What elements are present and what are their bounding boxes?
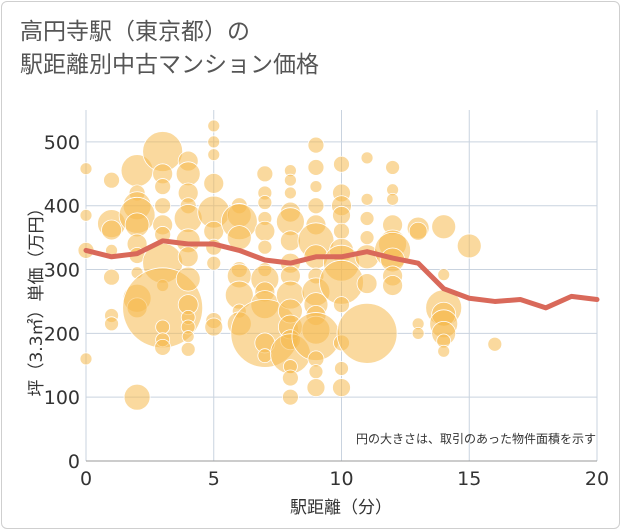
bubble-point xyxy=(360,192,374,206)
bubble-point xyxy=(437,268,451,282)
x-tick-label: 10 xyxy=(329,468,353,490)
bubble-point xyxy=(431,214,457,240)
chart-title-line-2: 駅距離別中古マンション価格 xyxy=(20,52,319,78)
bubble-point xyxy=(257,348,273,364)
bubble-point xyxy=(336,302,398,364)
bubble-point xyxy=(207,135,221,149)
bubble-point xyxy=(281,388,299,406)
bubble-point xyxy=(203,220,225,242)
bubble-point xyxy=(206,255,222,271)
bubble-point xyxy=(154,178,172,195)
y-tick-label: 300 xyxy=(44,260,80,282)
chart-title-line-1: 高円寺駅（東京都）の xyxy=(20,19,250,45)
bubble-point xyxy=(257,239,273,255)
bubble-point xyxy=(334,361,349,376)
bubble-point xyxy=(307,197,325,215)
x-tick-label: 0 xyxy=(80,468,92,490)
x-tick-label: 15 xyxy=(457,468,481,490)
bubble-point xyxy=(382,275,404,296)
bubble-point xyxy=(306,378,326,398)
bubble-point xyxy=(333,296,350,314)
bubble-point xyxy=(207,148,221,162)
bubble-point xyxy=(279,230,301,252)
bubble-point xyxy=(154,197,172,215)
bubble-point xyxy=(359,211,375,226)
bubble-point xyxy=(180,341,196,357)
bubble-point xyxy=(104,316,119,332)
bubble-point xyxy=(308,364,324,380)
bubble-point xyxy=(281,369,299,387)
bubble-point xyxy=(207,119,221,133)
average-line-series xyxy=(83,238,600,311)
bubble-point xyxy=(79,208,93,222)
y-tick-label: 500 xyxy=(44,132,80,154)
y-tick-label: 200 xyxy=(44,323,80,345)
bubble-point xyxy=(332,378,351,398)
bubble-point xyxy=(283,173,297,187)
bubble-point xyxy=(79,352,93,366)
bubble-point xyxy=(177,246,199,268)
axes: 0 100 200 300 400 500 0 5 10 15 20 xyxy=(44,132,609,490)
bubble-point xyxy=(307,159,325,176)
bubble-point xyxy=(154,339,172,356)
bubble-point xyxy=(437,344,451,358)
bubble-point xyxy=(204,317,224,337)
bubble-point xyxy=(356,273,378,294)
bubble-point xyxy=(175,161,201,187)
average-price-line xyxy=(83,238,600,311)
bubble-point xyxy=(360,151,374,165)
bubble-series xyxy=(77,119,503,411)
bubble-point xyxy=(385,160,401,175)
y-axis-label: 坪（3.3㎡）単価（万円） xyxy=(27,199,47,396)
x-axis-label: 駅距離（分） xyxy=(290,498,392,518)
bubble-point xyxy=(124,212,150,238)
bubble-point xyxy=(103,171,120,189)
bubble-point xyxy=(203,172,225,194)
bubble-point xyxy=(359,230,375,246)
x-tick-label: 5 xyxy=(208,468,220,490)
bubble-point xyxy=(257,195,273,210)
bubble-point xyxy=(333,222,350,240)
bubble-point xyxy=(254,220,276,242)
bubble-point xyxy=(103,268,120,286)
bubble-point xyxy=(307,136,325,154)
bubble-point xyxy=(175,266,201,292)
bubble-point xyxy=(155,319,171,335)
bubble-point xyxy=(256,165,274,183)
y-tick-label: 0 xyxy=(68,451,80,473)
y-tick-label: 100 xyxy=(44,387,80,409)
bubble-point xyxy=(333,155,350,173)
chart-title: 高円寺駅（東京都）の 駅距離別中古マンション価格 xyxy=(20,16,319,82)
bubble-point xyxy=(123,383,151,411)
x-tick-label: 20 xyxy=(585,468,609,490)
bubble-point xyxy=(411,326,425,340)
bubble-size-note: 円の大きさは、取引のあった物件面積を示す xyxy=(356,431,596,446)
bubble-point xyxy=(283,186,297,200)
bubble-point xyxy=(456,233,482,259)
bubble-point xyxy=(487,336,503,352)
bubble-point xyxy=(181,330,195,343)
bubble-point xyxy=(332,205,351,225)
bubble-point xyxy=(408,221,428,241)
bubble-point xyxy=(79,162,93,176)
bubble-point xyxy=(309,180,323,193)
bubble-point xyxy=(101,219,122,241)
bubble-point xyxy=(386,192,400,206)
y-tick-label: 400 xyxy=(44,196,80,218)
